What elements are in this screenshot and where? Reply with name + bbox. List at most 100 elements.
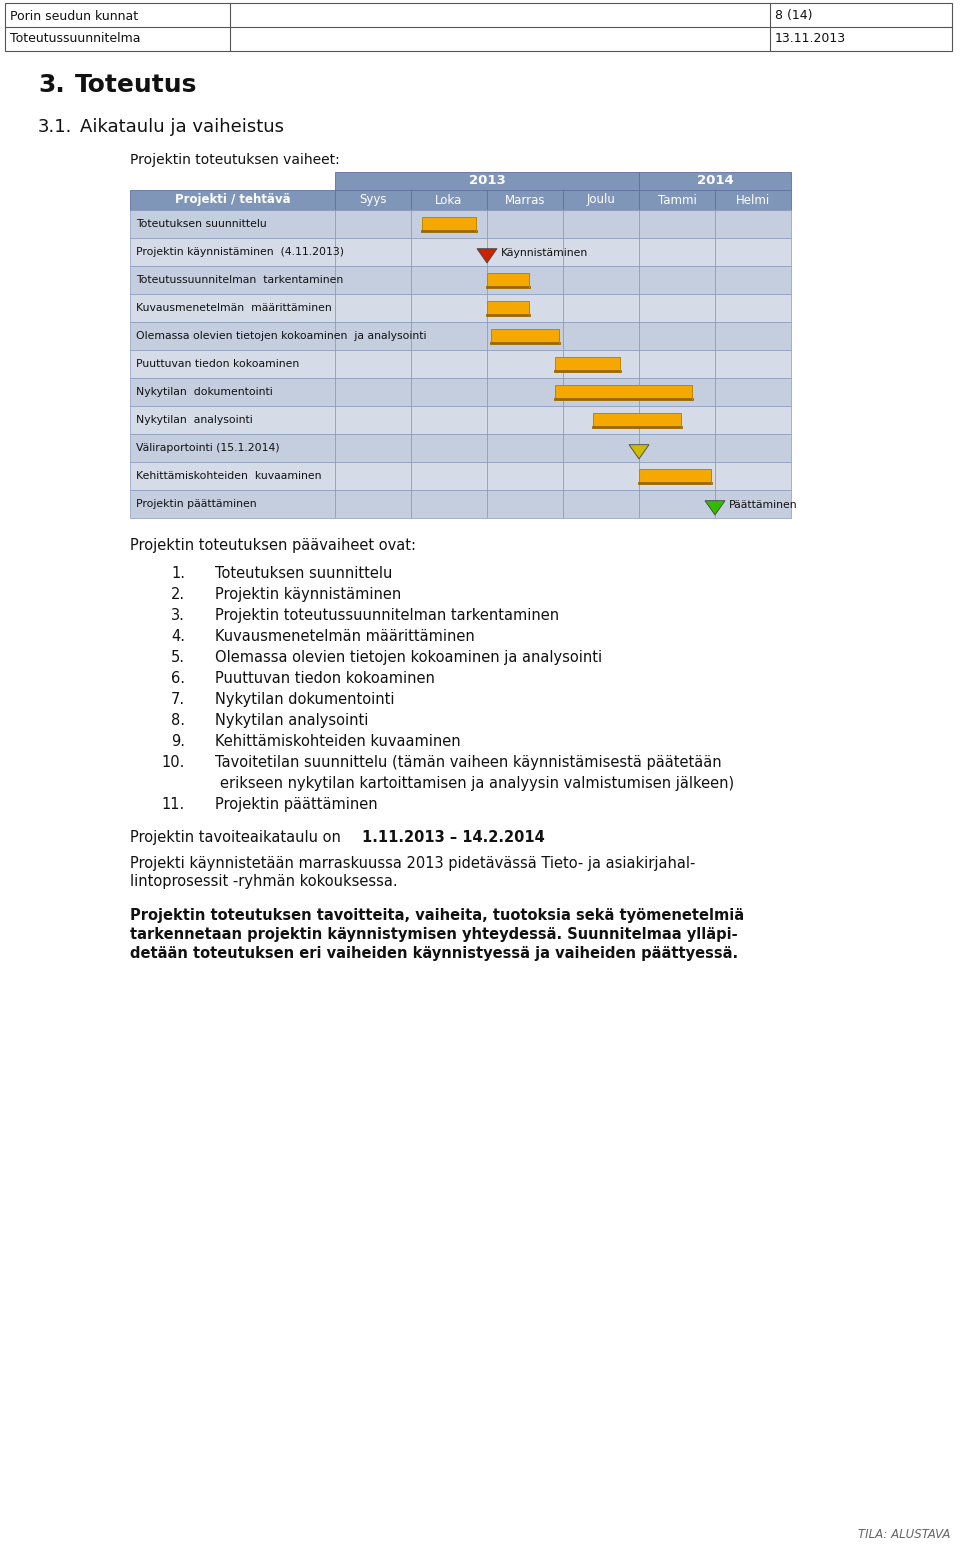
- Text: Projektin tavoiteaikataulu on: Projektin tavoiteaikataulu on: [130, 830, 346, 844]
- Text: Toteutussuunnitelma: Toteutussuunnitelma: [10, 31, 140, 45]
- Bar: [639, 189, 715, 210]
- Bar: [411, 293, 487, 321]
- Bar: [487, 379, 563, 407]
- Text: Toteutuksen suunnittelu: Toteutuksen suunnittelu: [215, 566, 393, 580]
- Text: detään toteutuksen eri vaiheiden käynnistyessä ja vaiheiden päättyessä.: detään toteutuksen eri vaiheiden käynnis…: [130, 947, 738, 961]
- Bar: [639, 265, 715, 293]
- Bar: [639, 237, 715, 265]
- Bar: [556, 357, 620, 371]
- Text: Projektin toteutuksen vaiheet:: Projektin toteutuksen vaiheet:: [130, 154, 340, 168]
- Bar: [487, 237, 563, 265]
- Bar: [335, 293, 411, 321]
- Polygon shape: [705, 501, 725, 515]
- Bar: [130, 210, 335, 237]
- Bar: [563, 210, 639, 237]
- Bar: [491, 329, 559, 343]
- Bar: [130, 351, 335, 379]
- Text: Puuttuvan tiedon kokoaminen: Puuttuvan tiedon kokoaminen: [215, 670, 435, 686]
- Bar: [715, 379, 791, 407]
- Text: 8.: 8.: [171, 712, 185, 728]
- Text: Projektin päättäminen: Projektin päättäminen: [215, 798, 377, 812]
- Text: 6.: 6.: [171, 670, 185, 686]
- Bar: [563, 189, 639, 210]
- Bar: [130, 321, 335, 351]
- Bar: [130, 237, 335, 265]
- Text: 8 (14): 8 (14): [775, 9, 812, 22]
- Text: Nykytilan  dokumentointi: Nykytilan dokumentointi: [136, 386, 273, 397]
- Bar: [639, 490, 715, 518]
- Bar: [715, 293, 791, 321]
- Bar: [487, 351, 563, 379]
- Bar: [335, 321, 411, 351]
- Bar: [335, 265, 411, 293]
- Bar: [563, 351, 639, 379]
- Bar: [715, 321, 791, 351]
- Bar: [411, 379, 487, 407]
- Text: Olemassa olevien tietojen kokoaminen ja analysointi: Olemassa olevien tietojen kokoaminen ja …: [215, 650, 602, 664]
- Bar: [487, 462, 563, 490]
- Text: Toteutussuunnitelman  tarkentaminen: Toteutussuunnitelman tarkentaminen: [136, 275, 344, 286]
- Text: Kuvausmenetelmän määrittäminen: Kuvausmenetelmän määrittäminen: [215, 629, 475, 644]
- Bar: [130, 293, 335, 321]
- Text: Helmi: Helmi: [736, 194, 770, 206]
- Bar: [563, 379, 639, 407]
- Bar: [335, 351, 411, 379]
- Bar: [335, 189, 411, 210]
- Text: 3.: 3.: [171, 608, 185, 622]
- Text: Tavoitetilan suunnittelu (tämän vaiheen käynnistämisestä päätetään: Tavoitetilan suunnittelu (tämän vaiheen …: [215, 754, 722, 770]
- Text: 2013: 2013: [468, 174, 505, 188]
- Text: Projektin toteutussuunnitelman tarkentaminen: Projektin toteutussuunnitelman tarkentam…: [215, 608, 559, 622]
- Text: Toteutuksen suunnittelu: Toteutuksen suunnittelu: [136, 219, 267, 230]
- Bar: [5, 3, 952, 51]
- Text: Käynnistäminen: Käynnistäminen: [501, 248, 588, 258]
- Bar: [130, 379, 335, 407]
- Bar: [715, 435, 791, 462]
- Text: Nykytilan  analysointi: Nykytilan analysointi: [136, 414, 252, 425]
- Bar: [715, 490, 791, 518]
- Text: Väliraportointi (15.1.2014): Väliraportointi (15.1.2014): [136, 442, 279, 453]
- Bar: [487, 321, 563, 351]
- Bar: [335, 407, 411, 435]
- Text: Joulu: Joulu: [587, 194, 615, 206]
- Bar: [639, 210, 715, 237]
- Bar: [130, 189, 335, 210]
- Bar: [130, 407, 335, 435]
- Bar: [639, 172, 791, 189]
- Text: 10.: 10.: [161, 754, 185, 770]
- Text: 3.: 3.: [38, 73, 64, 96]
- Text: Nykytilan analysointi: Nykytilan analysointi: [215, 712, 369, 728]
- Bar: [487, 490, 563, 518]
- Text: Projekti / tehtävä: Projekti / tehtävä: [175, 194, 290, 206]
- Bar: [563, 237, 639, 265]
- Polygon shape: [629, 445, 649, 459]
- Bar: [487, 210, 563, 237]
- Bar: [335, 462, 411, 490]
- Bar: [639, 469, 711, 483]
- Bar: [335, 210, 411, 237]
- Bar: [715, 189, 791, 210]
- Text: Loka: Loka: [436, 194, 463, 206]
- Bar: [563, 293, 639, 321]
- Bar: [715, 265, 791, 293]
- Bar: [411, 351, 487, 379]
- Bar: [715, 210, 791, 237]
- Bar: [335, 490, 411, 518]
- Bar: [130, 462, 335, 490]
- Bar: [639, 462, 715, 490]
- Bar: [335, 237, 411, 265]
- Bar: [563, 407, 639, 435]
- Text: 7.: 7.: [171, 692, 185, 708]
- Text: Kuvausmenetelmän  määrittäminen: Kuvausmenetelmän määrittäminen: [136, 303, 332, 314]
- Bar: [411, 189, 487, 210]
- Bar: [335, 172, 639, 189]
- Bar: [130, 490, 335, 518]
- Text: Marras: Marras: [505, 194, 545, 206]
- Text: Kehittämiskohteiden  kuvaaminen: Kehittämiskohteiden kuvaaminen: [136, 470, 322, 481]
- Text: Kehittämiskohteiden kuvaaminen: Kehittämiskohteiden kuvaaminen: [215, 734, 461, 750]
- Bar: [411, 237, 487, 265]
- Bar: [715, 237, 791, 265]
- Text: Projekti käynnistetään marraskuussa 2013 pidetävässä Tieto- ja asiakirjahal-: Projekti käynnistetään marraskuussa 2013…: [130, 857, 695, 871]
- Bar: [411, 462, 487, 490]
- Bar: [563, 462, 639, 490]
- Bar: [422, 217, 475, 231]
